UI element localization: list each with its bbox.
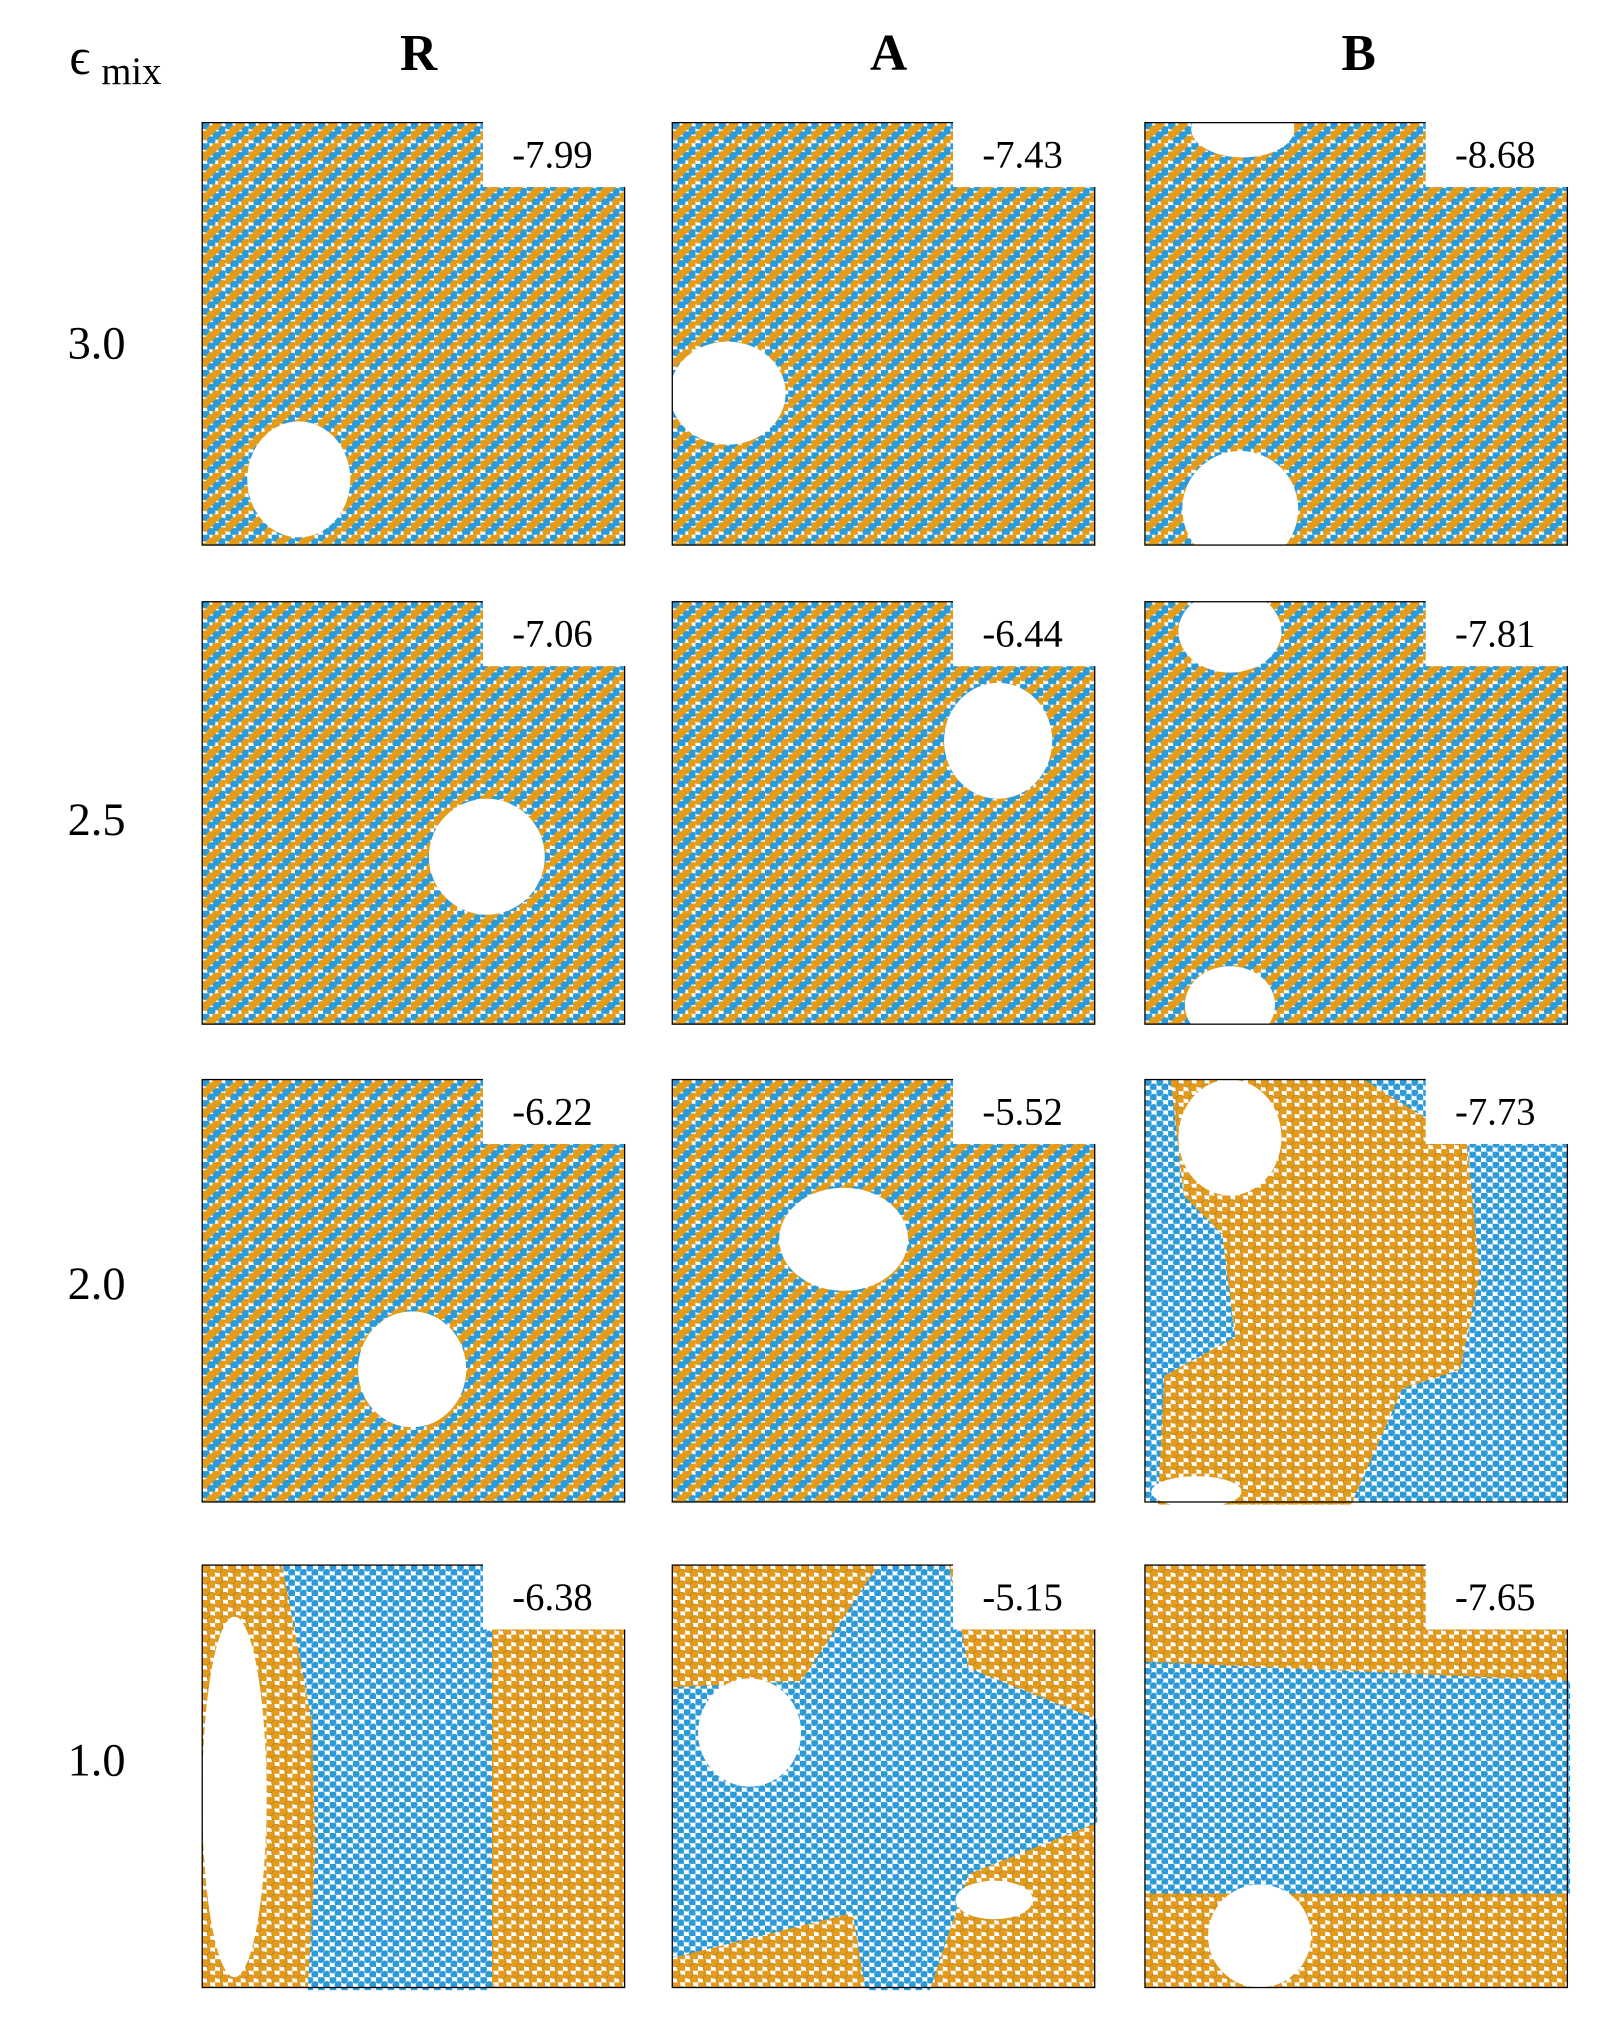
- void: [247, 421, 351, 538]
- corner-symbol: ϵ: [69, 29, 90, 86]
- energy-label: -7.65: [1455, 1577, 1535, 1619]
- particle-domain: [672, 1565, 1098, 1991]
- void: [779, 1187, 908, 1291]
- row-label: 2.0: [68, 1259, 126, 1310]
- frame: [201, 1078, 626, 1503]
- frame: [1144, 121, 1569, 546]
- row-label: 3.0: [68, 319, 126, 370]
- energy-label: -7.81: [1455, 614, 1535, 656]
- energy-label: -5.15: [982, 1577, 1062, 1619]
- snapshot: -7.73: [1144, 1076, 1570, 1508]
- label-box: [953, 1562, 1098, 1630]
- frame: [671, 1078, 1096, 1503]
- void: [1184, 966, 1276, 1044]
- void: [1178, 1079, 1282, 1196]
- column-header: R: [400, 25, 438, 82]
- frame: [201, 121, 626, 546]
- label-box: [482, 120, 628, 188]
- frame: [671, 601, 1096, 1025]
- energy-label: -7.43: [982, 135, 1062, 177]
- label-box: [953, 120, 1098, 188]
- column-header: B: [1342, 25, 1376, 82]
- energy-label: -6.22: [512, 1091, 592, 1133]
- void: [1191, 100, 1295, 158]
- snapshot: -7.99: [201, 120, 628, 546]
- row-label: 1.0: [68, 1735, 126, 1786]
- void: [202, 1616, 267, 1978]
- particle-domain: [1144, 1661, 1570, 1894]
- snapshot: -8.68: [1144, 100, 1570, 567]
- void: [1208, 1884, 1312, 1988]
- particles: [672, 122, 1095, 546]
- energy-label: -7.99: [512, 135, 592, 177]
- void: [955, 1880, 1033, 1920]
- frame: [201, 1564, 626, 1989]
- snapshot: -6.38: [201, 1562, 628, 1991]
- particles: [202, 601, 625, 1025]
- label-box: [1425, 599, 1570, 667]
- snapshot: -6.44: [671, 599, 1098, 1025]
- frame: [201, 601, 626, 1025]
- frame: [1144, 1078, 1569, 1503]
- label-box: [482, 1076, 628, 1144]
- void: [1182, 451, 1299, 567]
- energy-label: -5.52: [982, 1091, 1062, 1133]
- void: [1178, 590, 1282, 673]
- particles: [672, 601, 1095, 1025]
- snapshot: -5.52: [671, 1076, 1098, 1503]
- frame: [671, 121, 1096, 546]
- frame: [1144, 1564, 1569, 1989]
- snapshot: -7.43: [669, 120, 1098, 546]
- void: [1151, 1476, 1242, 1508]
- particles: [1144, 601, 1568, 1025]
- energy-label: -7.06: [512, 614, 592, 656]
- label-box: [953, 599, 1098, 667]
- snapshot: -7.81: [1144, 590, 1570, 1044]
- particle-domain: [282, 1565, 492, 1991]
- particles: [672, 1079, 1095, 1502]
- energy-label: -7.73: [1455, 1091, 1535, 1133]
- label-box: [482, 1562, 628, 1630]
- frame: [1144, 601, 1569, 1025]
- frame: [671, 1564, 1096, 1989]
- corner-subscript: mix: [101, 51, 161, 93]
- label-box: [1425, 1562, 1570, 1630]
- label-box: [1425, 120, 1570, 188]
- label-box: [1425, 1076, 1570, 1144]
- energy-label: -8.68: [1455, 135, 1535, 177]
- label-box: [482, 599, 628, 667]
- void: [698, 1678, 802, 1787]
- void: [669, 341, 786, 445]
- snapshot: -6.22: [201, 1076, 628, 1503]
- energy-label: -6.38: [512, 1577, 592, 1619]
- row-label: 2.5: [68, 795, 126, 846]
- snapshot: -7.06: [201, 599, 628, 1025]
- column-header: A: [870, 25, 907, 82]
- snapshot: -5.15: [671, 1562, 1098, 1991]
- snapshot: -7.65: [1144, 1562, 1570, 1989]
- label-box: [953, 1076, 1098, 1144]
- particles: [202, 1079, 625, 1502]
- void: [428, 798, 545, 915]
- energy-label: -6.44: [982, 614, 1062, 656]
- void: [944, 682, 1053, 799]
- void: [358, 1311, 467, 1428]
